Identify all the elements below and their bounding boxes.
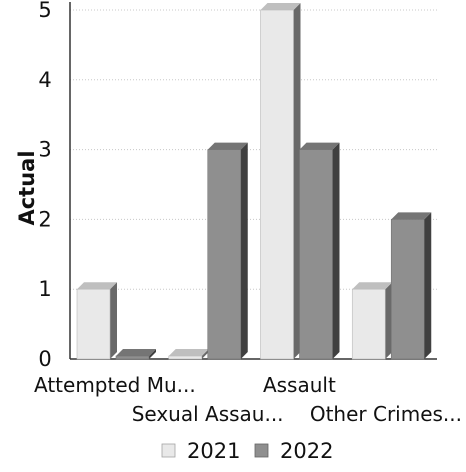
bar-side-face [332, 142, 340, 359]
bar-front-face [168, 355, 203, 360]
x-category-labels: Attempted Mu... Sexual Assau... Assault Oth… [34, 373, 462, 426]
gridlines [70, 9, 437, 290]
legend-item-2022: 2022 [254, 439, 333, 463]
legend-swatch [254, 443, 269, 458]
bar-2022-4 [390, 212, 432, 360]
bar-2021-4 [351, 282, 393, 360]
bar-front-face [76, 288, 111, 360]
bar-2022-3 [299, 142, 340, 360]
bar-top-face [260, 3, 301, 10]
bar-front-face [299, 149, 333, 360]
x-category-label: Attempted Mu... [34, 373, 196, 397]
bar-2021-1 [76, 282, 117, 360]
bar-top-face [116, 349, 156, 356]
bar-side-face [385, 282, 393, 359]
bar-front-face [390, 219, 425, 360]
x-category-label: Sexual Assau... [132, 402, 284, 426]
x-category-label: Other Crimes... [310, 402, 462, 426]
bar-2021-3 [260, 3, 301, 360]
legend-label: 2022 [280, 439, 333, 463]
legend-item-2021: 2021 [161, 439, 240, 463]
bar-top-face [352, 282, 393, 290]
y-tick-label: 0 [38, 347, 51, 371]
bar-side-face [293, 3, 301, 359]
y-tick-label: 3 [38, 138, 51, 162]
legend-label: 2021 [187, 439, 240, 463]
bar-top-face [391, 212, 432, 220]
bar-2022-1 [115, 349, 156, 360]
x-category-label: Assault [263, 373, 336, 397]
y-tick-labels: 0 1 2 3 4 5 [38, 0, 51, 371]
bar-front-face [260, 9, 294, 360]
bar-front-face [207, 149, 242, 360]
bar-side-face [149, 349, 156, 359]
bar-front-face [115, 355, 150, 360]
bar-top-face [207, 142, 248, 150]
legend-swatch [161, 443, 176, 458]
y-tick-label: 2 [38, 207, 51, 231]
bar-side-face [201, 349, 209, 359]
y-tick-label: 5 [38, 0, 51, 22]
bar-2021-2 [168, 349, 209, 360]
legend: 2021 2022 [161, 439, 333, 463]
bar-top-face [77, 282, 117, 290]
bar-front-face [351, 288, 386, 360]
bar-top-face [168, 349, 209, 356]
bar-top-face [299, 142, 340, 150]
bar-side-face [240, 142, 248, 359]
bar-2022-2 [207, 142, 248, 360]
bar-side-face [424, 212, 432, 359]
y-tick-label: 4 [38, 68, 51, 92]
bars [76, 3, 432, 360]
y-tick-label: 1 [38, 277, 51, 301]
bar-side-face [110, 282, 117, 359]
y-axis-label: Actual [15, 150, 39, 225]
